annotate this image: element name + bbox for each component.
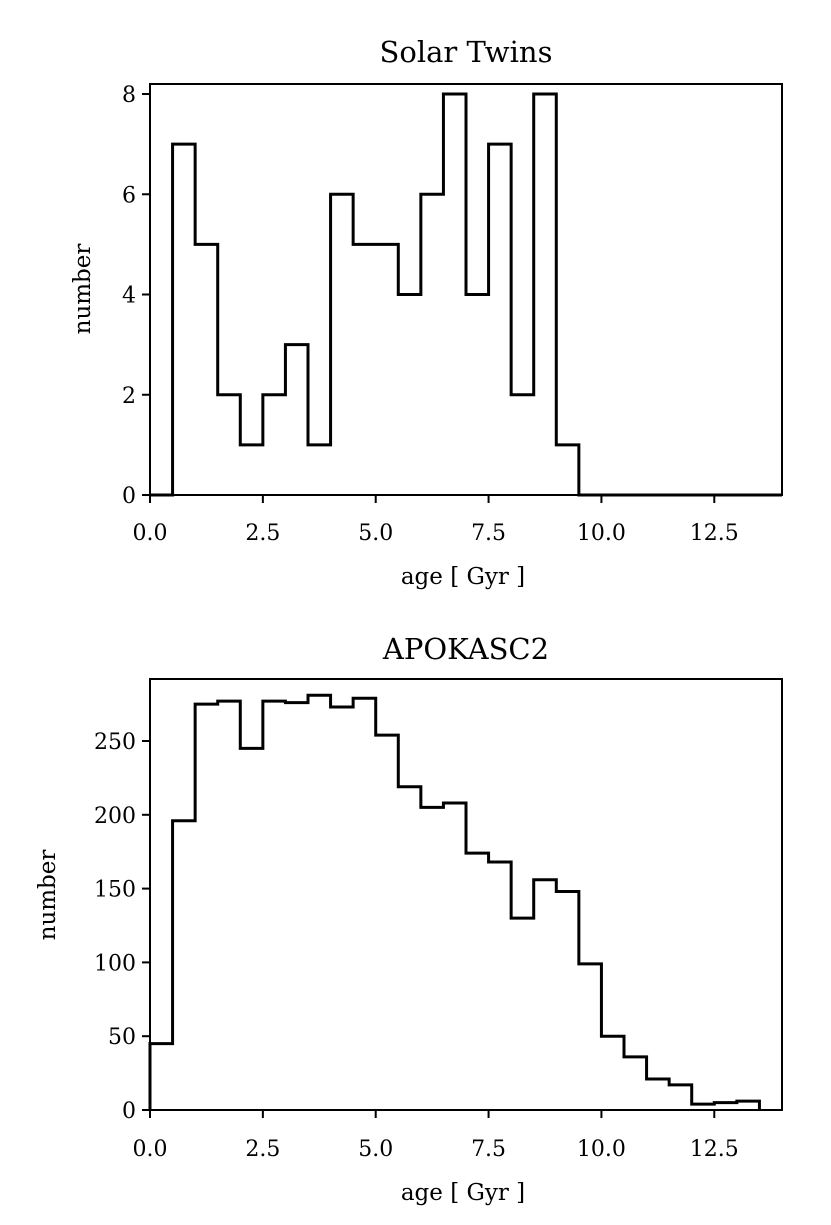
x-axis-label: age [ Gyr ] — [401, 1180, 525, 1206]
y-axis-label: number — [35, 850, 61, 941]
y-tick-label: 100 — [94, 951, 136, 976]
x-tick-label: 5.0 — [358, 1137, 393, 1162]
y-tick-label: 250 — [94, 730, 136, 755]
x-axis-label: age [ Gyr ] — [401, 564, 525, 590]
y-tick-label: 200 — [94, 804, 136, 829]
x-tick-label: 10.0 — [577, 521, 626, 546]
y-tick-label: 2 — [122, 384, 136, 409]
plot-frame — [149, 83, 783, 496]
y-tick-label: 0 — [122, 1099, 136, 1124]
x-axis: 0.0 2.5 5.0 7.5 10.0 12.5 — [133, 495, 739, 546]
x-tick-label: 0.0 — [133, 1137, 168, 1162]
histogram-outline — [150, 92, 782, 497]
y-tick-label: 0 — [122, 484, 136, 509]
plot-frame — [149, 678, 783, 1111]
x-tick-label: 5.0 — [358, 521, 393, 546]
y-tick-label: 150 — [94, 878, 136, 903]
y-tick-label: 50 — [108, 1025, 136, 1050]
panel-apokasc2: APOKASC2 0.0 2.5 5.0 7.5 10.0 12.5 0 50 100 150 2… — [35, 632, 783, 1206]
x-tick-label: 0.0 — [133, 521, 168, 546]
x-tick-label: 2.5 — [245, 521, 280, 546]
y-tick-label: 8 — [122, 83, 136, 108]
y-axis: 0 2 4 6 8 — [122, 83, 150, 509]
y-axis-label: number — [70, 244, 96, 335]
y-tick-label: 6 — [122, 183, 136, 208]
panel-solar-twins: Solar Twins 0.0 2.5 5.0 7.5 10.0 12.5 0 2 4 6 8 a… — [70, 35, 783, 590]
y-tick-label: 4 — [122, 284, 136, 309]
x-tick-label: 12.5 — [690, 521, 739, 546]
chart-title: Solar Twins — [380, 35, 553, 69]
x-axis: 0.0 2.5 5.0 7.5 10.0 12.5 — [133, 1110, 739, 1162]
x-tick-label: 7.5 — [471, 1137, 506, 1162]
histogram-outline — [148, 693, 761, 1110]
y-axis: 0 50 100 150 200 250 — [94, 730, 150, 1124]
x-tick-label: 7.5 — [471, 521, 506, 546]
x-tick-label: 2.5 — [245, 1137, 280, 1162]
chart-title: APOKASC2 — [382, 632, 549, 666]
x-tick-label: 10.0 — [577, 1137, 626, 1162]
x-tick-label: 12.5 — [690, 1137, 739, 1162]
